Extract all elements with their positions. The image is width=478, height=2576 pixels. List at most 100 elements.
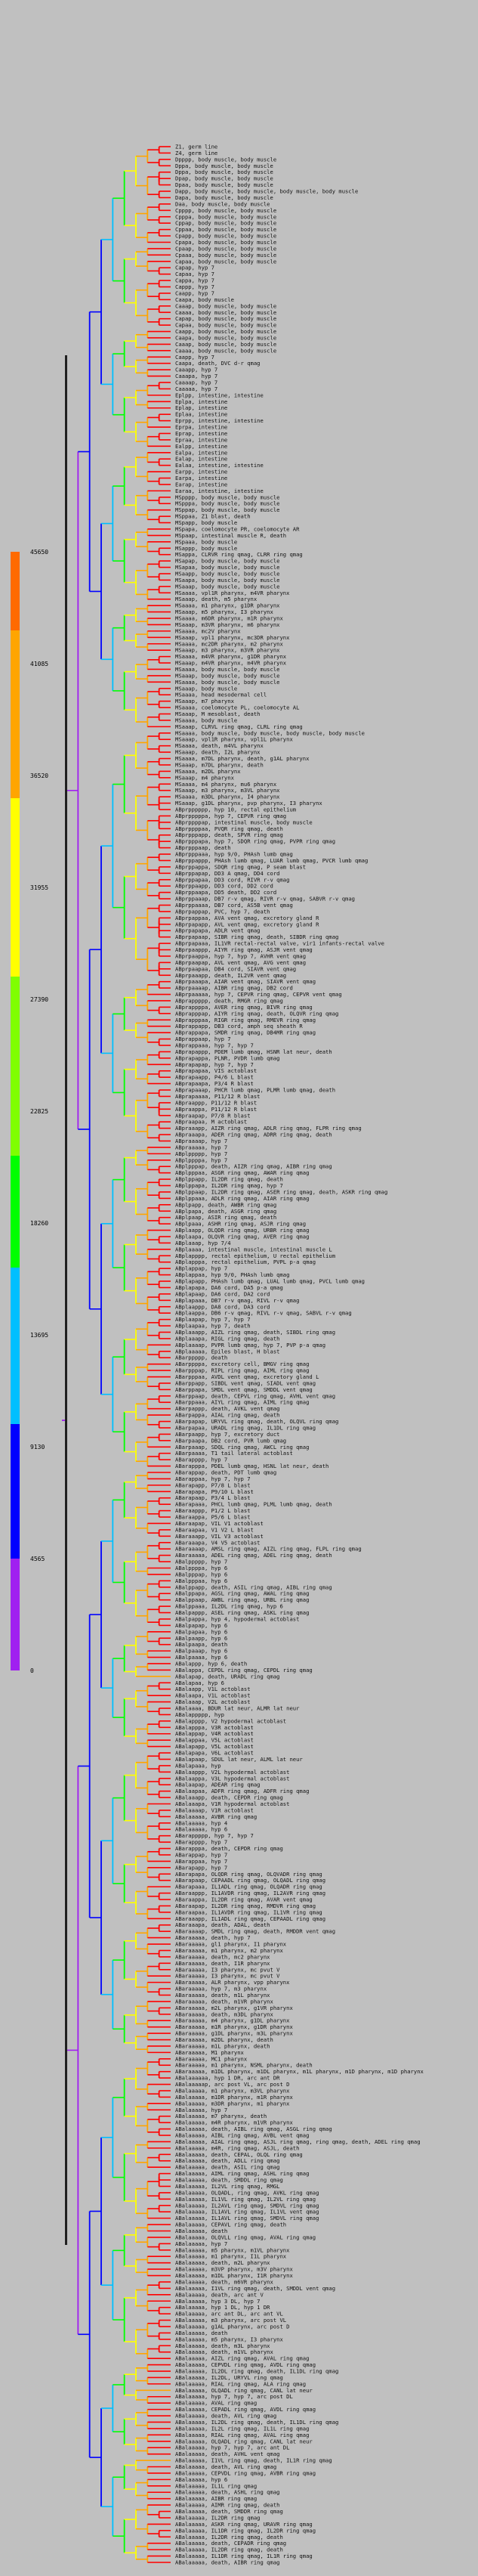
leaf-label: ABalaaaaa, death, SMDDL ring qmag [175,2177,283,2184]
leaf-label: ABprpppaap, death [175,844,231,851]
leaf-label: ABarappppp, hyp 7, hyp 7 [175,1832,254,1839]
leaf-label: ABplaaaa, intestinal muscle, intestinal … [175,1246,332,1252]
leaf-label: ABalaaaaa, death [175,2228,227,2234]
leaf-label: ABalaaaaa, hyp 3 DL, hyp 7 [175,2298,261,2305]
leaf-label: ABprpaapaa, DB4 cord, SIAVR vent qmag [175,965,296,972]
color-scale-tick-label: 22825 [30,1108,49,1115]
leaf-label: ABalaaaaa, g1AL pharynx, arc post D [175,2323,289,2330]
leaf-label: MSaaap, m5 pharynx, I3 pharynx [175,608,273,615]
leaf-label: ABaraaapp, VIL V3 actoblast [175,1533,264,1540]
color-scale-tick-label: 27390 [30,996,49,1003]
leaf-label: ABarapaap, CEPAADL ring qmag, OLQADL rin… [175,1877,325,1884]
leaf-label: Epraa, intestine [175,436,227,443]
leaf-label: ABalppppp, hyp 7 [175,1559,227,1565]
leaf-label: ABalapap, death, URADL ring qmag [175,1673,279,1680]
leaf-label: Cpapa, body muscle, body muscle [175,239,276,246]
leaf-label: ABalaaaaa, death, AVL ring qmag [175,2413,276,2420]
leaf-label: Z1, germ line [175,144,217,150]
leaf-label: ABalppppa, hyp 6 [175,1565,227,1571]
leaf-label: ABalaaaaa, death, AIBL ring qmag, ASGL r… [175,2126,332,2132]
leaf-label: ABplppppp, hyp 7 [175,1150,227,1157]
leaf-label: ABalpappp, ASEL ring qmag, ASKL ring qma… [175,1609,309,1616]
leaf-label: ABalpppap, hyp 6 [175,1571,227,1577]
leaf-label: ABalaaaaa, AVBR ring qmag [175,1813,257,1820]
leaf-label: ABalaaapa, V1R hypodermal actoblast [175,1800,289,1807]
leaf-label: ABarappap, hyp 7 [175,1851,227,1858]
leaf-label: Capaa, body muscle, body muscle [175,258,276,265]
leaf-label: ABarpappp, death, AVKL vent qmag [175,1405,279,1412]
leaf-label: ABplppaap, IL2DR ring qmag, ASER ring qm… [175,1188,387,1195]
leaf-label: ABaraaaaa, death, hyp 7 [175,1934,251,1941]
leaf-label: ABarpappa, AIAL ring qmag, death [175,1412,279,1419]
leaf-label: ABaraaaaa, m1DL pharynx, m1DL pharynx, m… [175,2068,424,2075]
leaf-label: ABplaapap, hyp 7, hyp 7 [175,1316,251,1323]
leaf-label: ABalaaaaa, IL2DL, URYVL ring qmag [175,2374,283,2381]
leaf-label: Caapp, hyp 7 [175,354,214,361]
leaf-label: ABalaaaaa, m5 pharynx, m1VL pharynx [175,2246,290,2253]
leaf-label: ABarpppap, RIPL ring qmag, AIML ring qma… [175,1367,309,1374]
leaf-label: ABarapppp, hyp 7 [175,1839,227,1846]
leaf-label: MSaaaa, m7DL pharynx, death, g1AL pharyn… [175,755,310,762]
leaf-label: MSappa, CLRVR ring qmag, CLRR ring qmag [175,551,303,558]
leaf-label: ABalappp, hyp 6, death [175,1660,247,1667]
leaf-label: ABalaaaaa, IL2L ring qmag, IL1L ring qma… [175,2425,309,2432]
leaf-label: ABprapappp, PDEM lumb qmag, HSNR lat neu… [175,1048,332,1055]
leaf-label: Z4, germ line [175,150,217,156]
leaf-label: Caaapa, hyp 7 [175,373,217,379]
leaf-label: ABaraaaaa, MC1 pharynx [175,2055,248,2062]
leaf-label: ABaraaaaa, death, I1R pharynx [175,1960,270,1967]
leaf-label: ABalaaaaa, IL2VL ring qmag, RMGL [175,2183,279,2190]
leaf-label: MSaaaa, m4 pharynx, mu6 pharynx [175,781,277,788]
leaf-label: ABarppaaa, AIYL ring qmag, AIML ring qma… [175,1399,309,1406]
leaf-label: ABplpaaa, ASHR ring qmag, ASJR ring qmag [175,1221,306,1228]
leaf-label: ABalapppa, V3R actoblast [175,1724,254,1731]
leaf-label: ABprpppppp, hyp 10, rectal epithelium [175,807,296,813]
leaf-label: ABplaaaaa, Epiles blast, H blast [175,1348,279,1355]
leaf-label: ABplaappp, DA8 cord, DA3 cord [175,1303,270,1310]
leaf-label: MSaaaa, body muscle, body muscle [175,666,279,673]
leaf-label: ABalaaaaa, arc ant DL, arc ant VL [175,2311,283,2317]
leaf-label: ABalaapaa, ADFR ring qmag, ADFR ring qma… [175,1788,309,1794]
leaf-label: ABalaaaaa, AVAL ring qmag [175,2400,257,2407]
leaf-label: Dpppp, body muscle, body muscle [175,156,276,163]
leaf-label: MSapaa, body muscle, body muscle [175,564,279,571]
leaf-label: ABpraaaap, hyp 7 [175,1138,227,1144]
leaf-label: ABprppaaaa, DB7 cord, AS5B vent qmag [175,902,293,909]
leaf-label: ABprapppap, AIYR ring qmag, death, OLQVR… [175,1010,338,1017]
leaf-label: ABalaaaaa, OLQVLL ring qmag, AVAL ring q… [175,2234,316,2240]
leaf-label: Caapa, body muscle, body muscle [175,334,276,341]
leaf-label: ABprappppa, AVER ring qmag, BIVR ring qm… [175,1004,313,1011]
leaf-label: ABplappaa, hyp 9/0, PHAsh lumb qmag [175,1271,289,1278]
leaf-label: ABalaaaaa, death, m3L pharynx [175,2342,270,2349]
color-scale-tick-label: 45650 [30,549,49,556]
leaf-label: Capaa, hyp 7 [175,271,214,277]
leaf-label: ABarapaaa, PHCL lumb qmag, PLML lumb qma… [175,1501,332,1508]
leaf-label: ABaraaaap, SMDL ring qmag, death, RMDDR … [175,1928,335,1935]
leaf-label: ABalaaaaa, hyp 1 DL, hyp 1 DR [175,2304,270,2311]
leaf-label: Caaaa, body muscle, body muscle [175,347,276,354]
leaf-label: ABplaapa, OLQVR ring qmag, AVER ring qma… [175,1233,309,1240]
leaf-label: ABalaaap, V2L actoblast [175,1698,251,1705]
color-scale-band [11,630,20,798]
leaf-label: MSaaaa, body muscle [175,717,237,723]
leaf-label: ABaraaaaa, death, m1VR pharynx [175,1998,273,2005]
leaf-label: ABalaaaaa, AIZL ring qmag, AVAL ring qma… [175,2355,309,2362]
leaf-label: MSaaap, death, I2L pharynx [175,749,261,756]
leaf-label: ABplaaaap, PVPR lumb qmag, hyp 7, PVP p-… [175,1342,325,1348]
leaf-label: ABprppappa, SDQR ring qmag, P seam blast [175,863,306,870]
leaf-label: ABprppapap, DD3 A qmag, DD4 cord [175,870,279,877]
leaf-label: ABprpppapa, hyp 7, SDQR ring qmag, PVPR … [175,838,335,845]
leaf-label: MSaaaa, head mesodermal cell [175,692,267,698]
leaf-label: MSaaaa, m6DR pharynx, m1R pharynx [175,615,283,622]
leaf-label: ABalaaaaa, IL2DR ring qmag, death [175,2547,283,2553]
leaf-label: ABalaaaaa, death, SMDDR ring qmag [175,2508,283,2515]
leaf-label: ABalpaaap, hyp 6 [175,1648,227,1655]
color-scale-tick-label: 41085 [30,661,49,667]
leaf-label: ABalaaaaa, m1 pharynx, m3VL pharynx [175,2087,290,2094]
leaf-label: ABalaapap, ADEAR ring qmag [175,1782,261,1788]
leaf-label: Caapp, body muscle, body muscle [175,328,276,335]
leaf-label: Eprap, intestine [175,430,227,437]
leaf-label: ABalapapp, V5L actoblast [175,1743,254,1750]
leaf-label: MSaaaa, coelomocyte PL, coelomocyte AL [175,704,299,711]
leaf-label: ABprpapaap, SIBR ring qmag, death, SIBDR… [175,933,338,940]
